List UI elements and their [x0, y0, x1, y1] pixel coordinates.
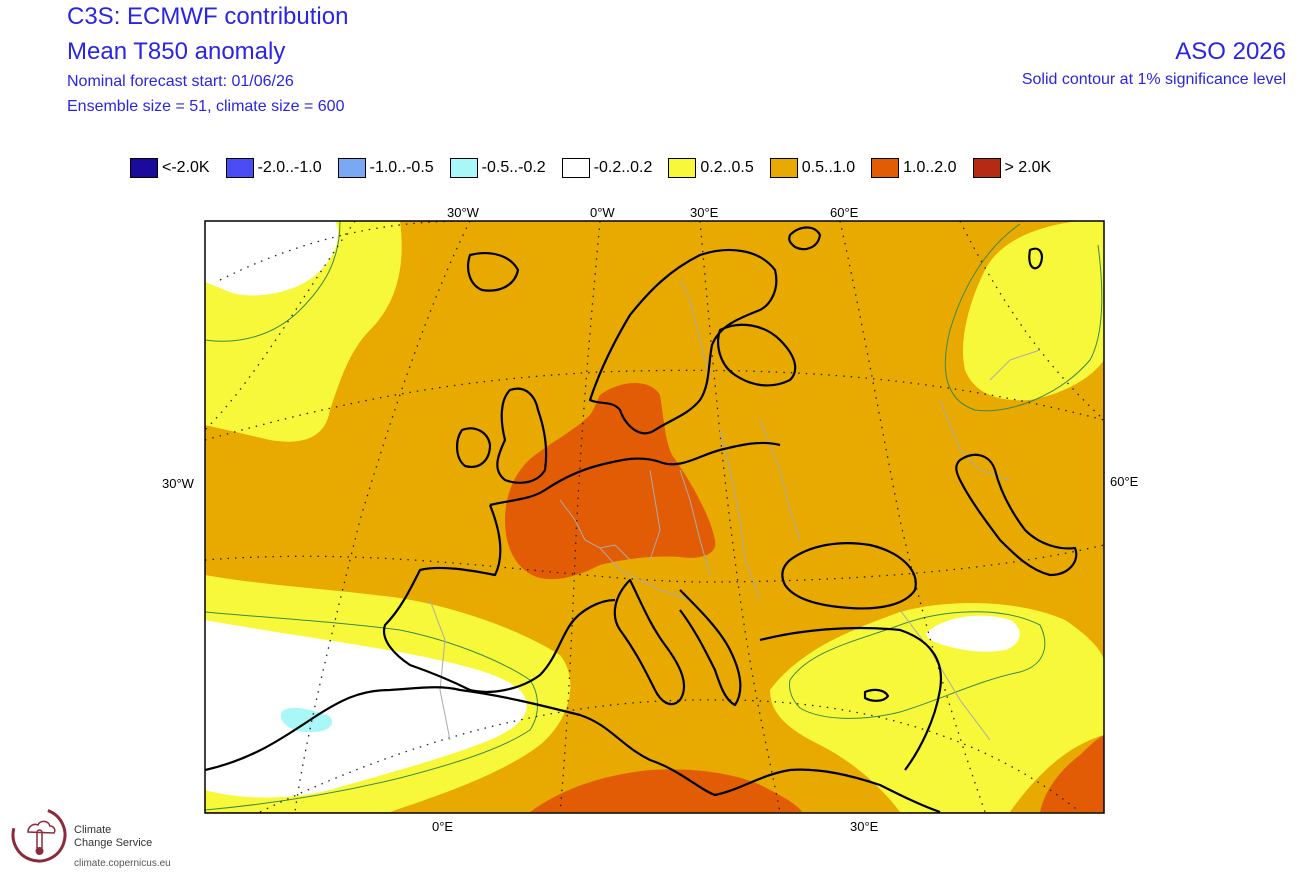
legend-item: -1.0..-0.5 — [337, 158, 434, 178]
legend-item: -0.2..0.2 — [561, 158, 653, 178]
coast-iceland — [466, 252, 520, 292]
coast-caspian — [955, 453, 1078, 577]
significance-contour-ne — [944, 223, 1103, 412]
anomaly-1.0-2.0-region-se — [1040, 735, 1104, 812]
coast-svalbard — [788, 226, 822, 251]
significance-contour-se — [789, 611, 1046, 719]
coast-north-africa — [205, 686, 941, 813]
significance-contour-nw — [205, 221, 341, 342]
graticule — [205, 221, 1104, 813]
legend-swatch — [225, 158, 254, 178]
coast-scandinavia — [588, 248, 778, 435]
legend-swatch — [972, 158, 1001, 178]
forecast-start: Nominal forecast start: 01/06/26 — [67, 73, 294, 90]
legend-label: 0.5..1.0 — [801, 159, 856, 176]
legend-swatch — [561, 158, 590, 178]
lon-label-bottom-0e: 0°E — [432, 819, 454, 834]
season-label: ASO 2026 — [1175, 38, 1286, 65]
legend-label: > 2.0K — [1004, 159, 1052, 176]
logo-line2: Change Service — [74, 837, 153, 849]
country-borders — [429, 279, 1041, 741]
anomaly-neutral-region-sw — [205, 620, 527, 798]
coast-italy — [613, 578, 685, 706]
coast-balkans-greece — [679, 589, 742, 707]
legend-label: -2.0..-1.0 — [257, 159, 322, 176]
coast-cyprus — [863, 688, 890, 702]
logo-url: climate.copernicus.eu — [74, 858, 171, 869]
legend-label: -0.5..-0.2 — [481, 159, 546, 176]
legend-item: -0.5..-0.2 — [449, 158, 546, 178]
coast-iberia — [382, 504, 616, 693]
coast-baltic-finland — [717, 323, 797, 387]
legend-label: 1.0..2.0 — [903, 159, 957, 176]
legend-swatch — [130, 158, 158, 178]
legend-swatch — [668, 158, 697, 178]
coast-novaya-zemlya — [1028, 247, 1044, 270]
chart-title: C3S: ECMWF contribution — [67, 3, 349, 30]
ensemble-size: Ensemble size = 51, climate size = 600 — [67, 98, 345, 115]
anomaly-1.0-2.0-region — [505, 382, 716, 580]
lon-label-top-30e: 30°E — [690, 205, 719, 220]
copernicus-logo: Climate Change Service climate.copernicu… — [10, 806, 190, 876]
coast-continental-europe — [489, 441, 781, 507]
significance-contour-sw — [205, 611, 538, 811]
legend-item: 1.0..2.0 — [871, 158, 957, 178]
lon-label-top-0w: 0°W — [590, 205, 615, 220]
legend-label: -0.2..0.2 — [593, 159, 653, 176]
legend-swatch — [871, 158, 900, 178]
anomaly-0.2-0.5-region-ne — [962, 221, 1104, 401]
lon-label-top-30w: 30°W — [447, 205, 479, 220]
lon-label-bottom-30e: 30°E — [850, 819, 879, 834]
anomaly-neutral-region-se — [926, 615, 1020, 652]
color-legend: <-2.0K -2.0..-1.0 -1.0..-0.5 -0.5..-0.2 -0.2… — [130, 156, 1067, 180]
map-frame — [204, 220, 1105, 814]
coast-turkey-levant — [759, 626, 943, 771]
legend-item: 0.2..0.5 — [668, 158, 754, 178]
anomaly-1.0-2.0-region-south — [530, 769, 802, 812]
coast-great-britain — [496, 387, 548, 484]
legend-item: > 2.0K — [972, 158, 1052, 178]
coast-ireland — [456, 427, 492, 468]
logo-line1: Climate — [74, 824, 112, 836]
coastlines — [205, 226, 1078, 813]
lon-label-top-60e: 60°E — [830, 205, 859, 220]
legend-item: 0.5..1.0 — [769, 158, 856, 178]
lat-label-right: 60°E — [1110, 474, 1139, 489]
anomaly-neutral-region — [205, 221, 339, 296]
legend-swatch — [449, 158, 478, 178]
legend-item: -2.0..-1.0 — [225, 158, 322, 178]
lat-label-left: 30°W — [162, 476, 194, 491]
legend-item: <-2.0K — [130, 158, 210, 178]
significance-note: Solid contour at 1% significance level — [1021, 71, 1286, 88]
legend-label: <-2.0K — [162, 159, 210, 176]
legend-swatch — [337, 158, 366, 178]
legend-swatch — [769, 158, 798, 178]
legend-label: -1.0..-0.5 — [369, 159, 434, 176]
chart-subtitle: Mean T850 anomaly — [67, 38, 286, 65]
coast-black-sea — [781, 542, 917, 610]
climate-thermometer-icon — [11, 807, 67, 863]
legend-label: 0.2..0.5 — [700, 159, 754, 176]
